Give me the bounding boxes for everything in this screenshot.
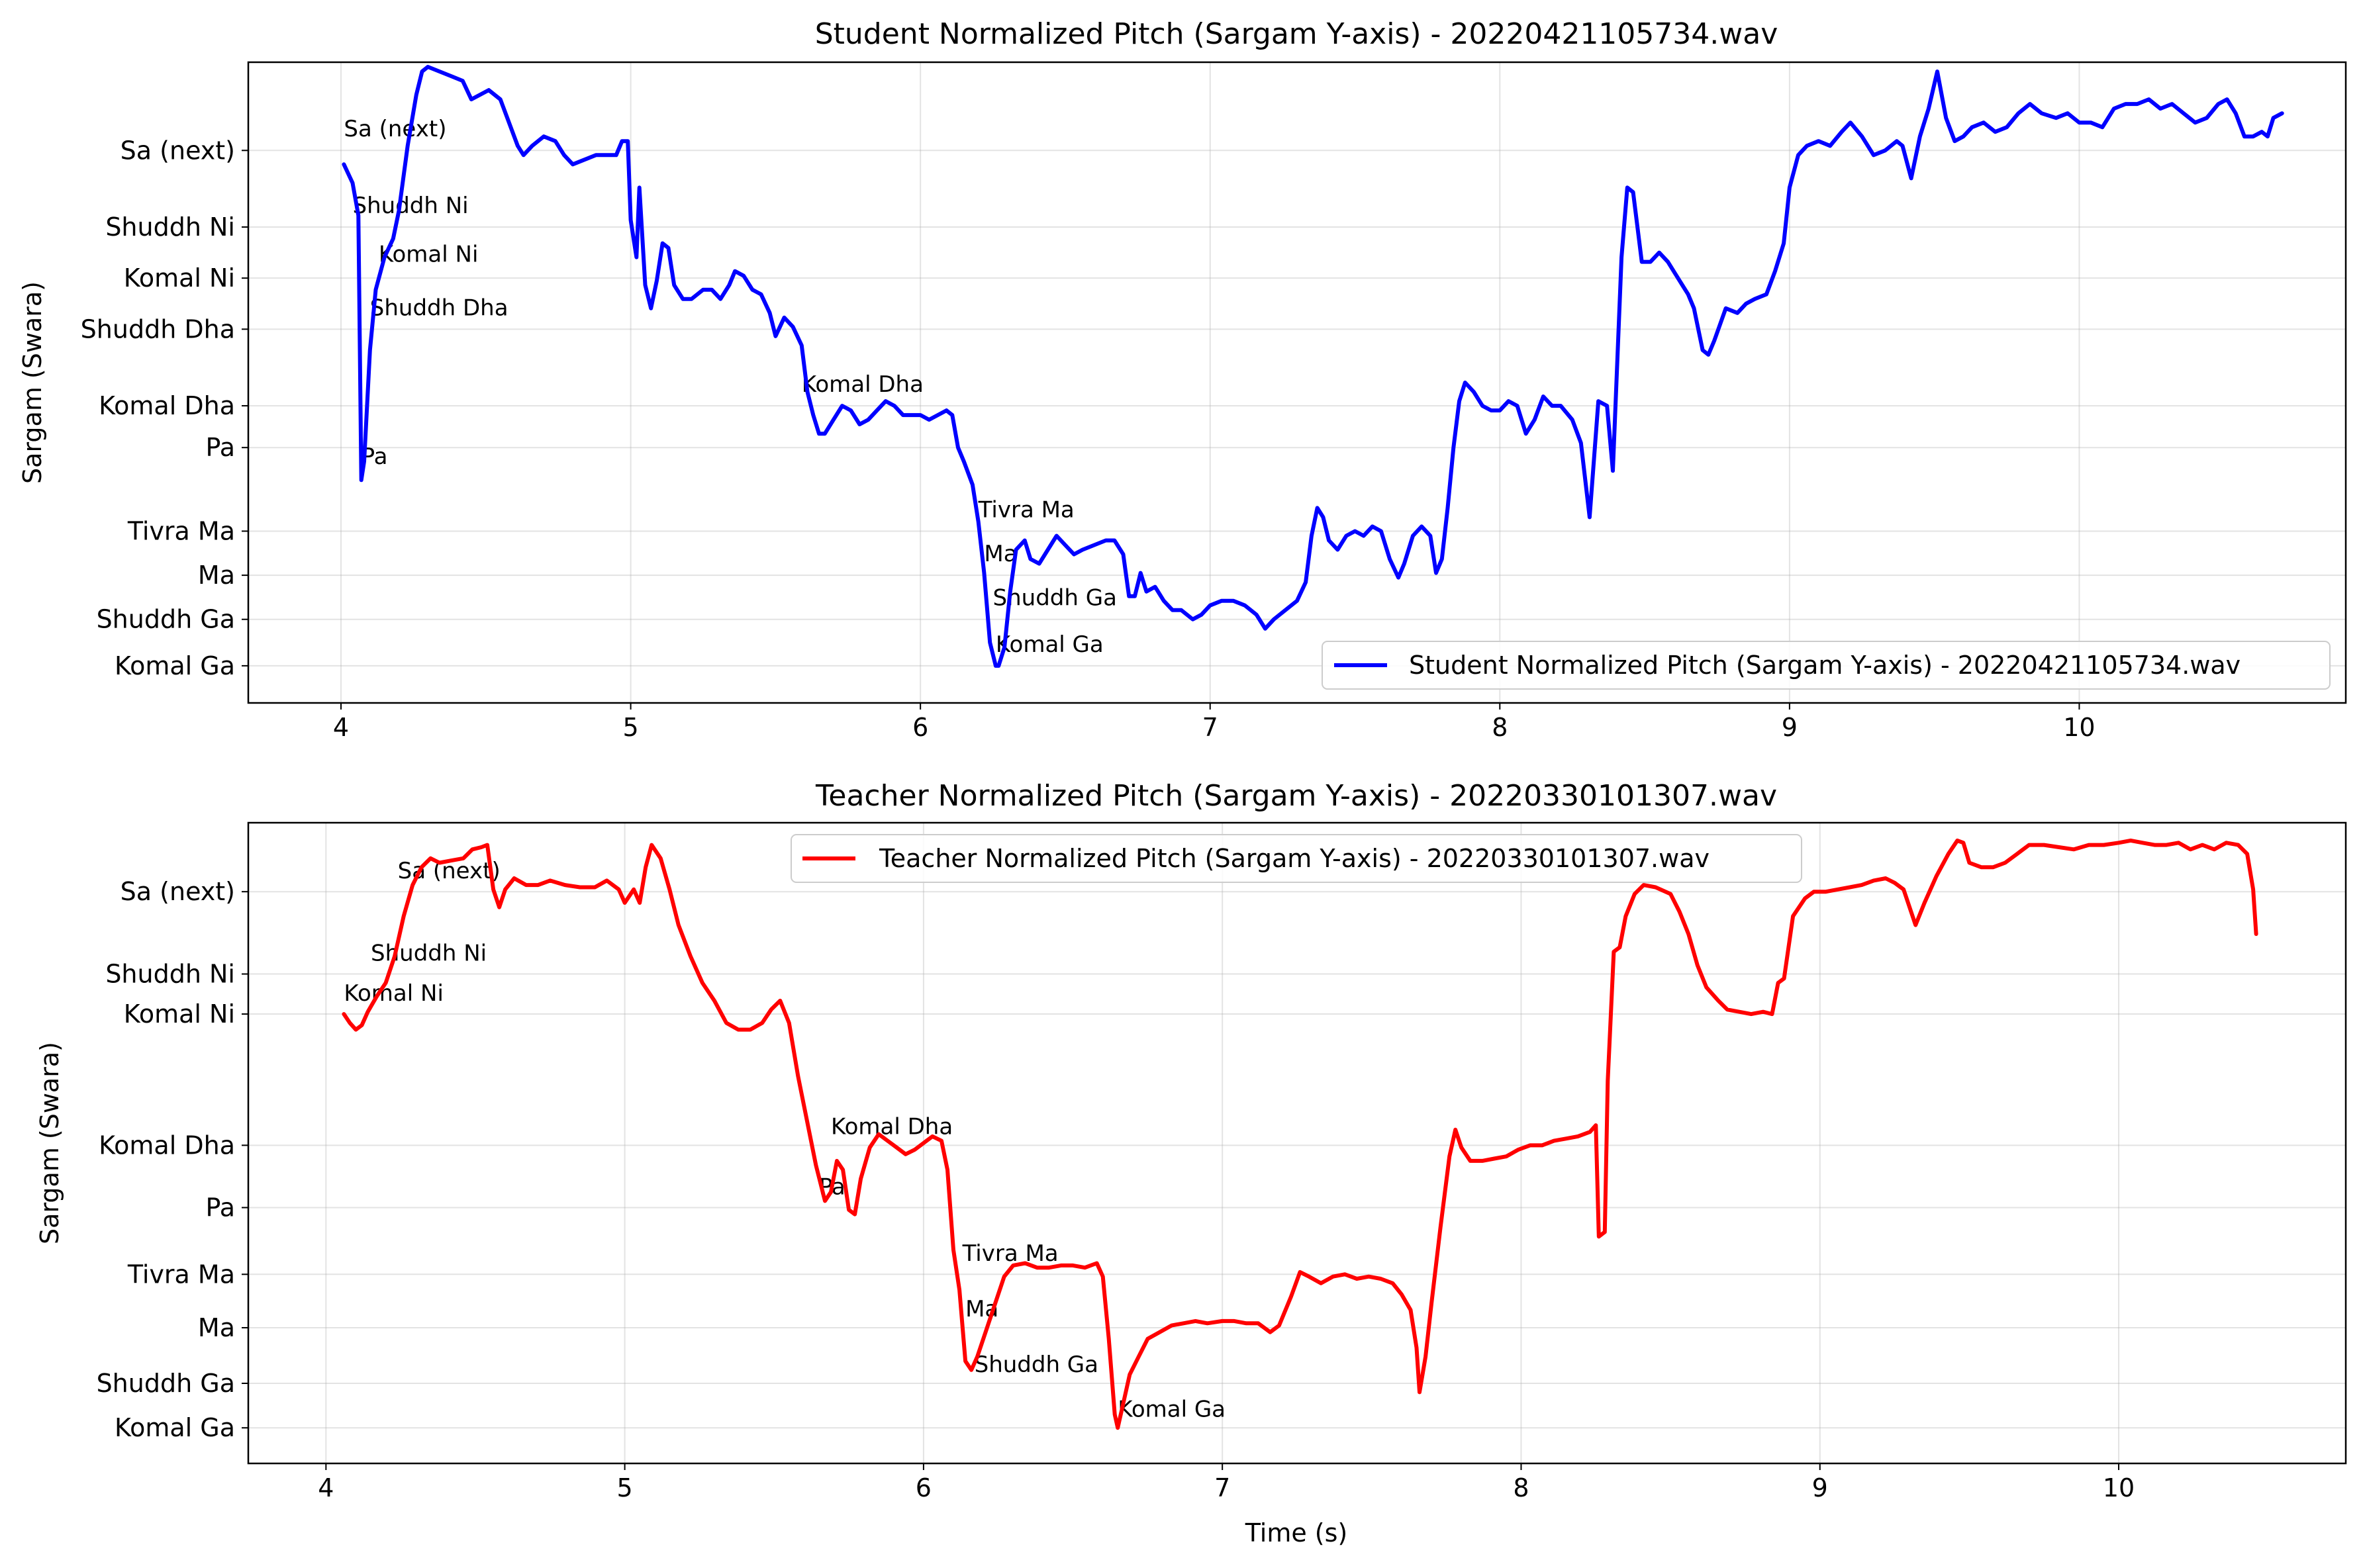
y-axis-label: Sargam (Swara)	[18, 281, 47, 484]
y-tick-label: Tivra Ma	[127, 1260, 235, 1289]
swara-annotation: Shuddh Ni	[353, 193, 469, 219]
pitch-series-line	[342, 838, 2258, 1430]
x-tick-label: 4	[333, 713, 349, 742]
x-axis-label: Time (s)	[1245, 1518, 1348, 1547]
y-tick-label: Shuddh Ni	[105, 212, 235, 242]
x-tick-label: 6	[916, 1473, 932, 1502]
y-tick-label: Ma	[198, 561, 235, 590]
swara-annotation: Komal Ni	[379, 242, 479, 268]
swara-annotation: Ma	[984, 541, 1017, 567]
y-tick-label: Pa	[206, 1193, 236, 1222]
swara-annotation: Tivra Ma	[978, 496, 1075, 523]
swara-annotation: Shuddh Ga	[975, 1352, 1098, 1378]
x-tick-label: 9	[1812, 1473, 1828, 1502]
x-tick-label: 4	[318, 1473, 334, 1502]
swara-annotation: Sa (next)	[344, 116, 446, 142]
x-tick-label: 6	[912, 713, 928, 742]
y-tick-label: Komal Ni	[124, 999, 235, 1029]
swara-annotation: Komal Dha	[802, 371, 924, 398]
y-tick-label: Pa	[206, 433, 236, 462]
legend-label: Teacher Normalized Pitch (Sargam Y-axis)…	[879, 844, 1710, 873]
x-tick-label: 5	[617, 1473, 633, 1502]
y-tick-label: Tivra Ma	[127, 516, 235, 545]
x-tick-label: 8	[1513, 1473, 1529, 1502]
y-tick-label: Ma	[198, 1313, 235, 1342]
x-tick-label: 10	[2103, 1473, 2135, 1502]
legend-label: Student Normalized Pitch (Sargam Y-axis)…	[1409, 651, 2241, 680]
y-tick-label: Komal Ga	[115, 651, 235, 680]
swara-annotation: Shuddh Dha	[370, 295, 508, 321]
chart-title: Teacher Normalized Pitch (Sargam Y-axis)…	[815, 779, 1777, 813]
y-tick-label: Shuddh Ga	[97, 1369, 235, 1398]
y-axis-label: Sargam (Swara)	[35, 1042, 64, 1244]
swara-annotation: Komal Ni	[344, 980, 444, 1007]
y-tick-label: Komal Dha	[99, 391, 235, 420]
x-tick-label: 5	[622, 713, 638, 742]
y-tick-label: Komal Ni	[124, 263, 235, 293]
teacher-pitch-chart: Teacher Normalized Pitch (Sargam Y-axis)…	[35, 779, 2347, 1547]
y-tick-label: Komal Ga	[115, 1413, 235, 1442]
x-tick-label: 7	[1214, 1473, 1230, 1502]
swara-annotation: Komal Ga	[996, 631, 1104, 658]
swara-annotation: Komal Ga	[1118, 1396, 1226, 1422]
legend: Teacher Normalized Pitch (Sargam Y-axis)…	[791, 834, 1802, 883]
x-tick-label: 7	[1202, 713, 1218, 742]
y-tick-label: Shuddh Dha	[81, 314, 235, 344]
x-tick-label: 9	[1782, 713, 1798, 742]
plot-frame	[247, 61, 2347, 704]
legend: Student Normalized Pitch (Sargam Y-axis)…	[1322, 641, 2331, 690]
y-tick-label: Sa (next)	[121, 877, 235, 906]
y-tick-label: Shuddh Ga	[97, 605, 235, 634]
x-tick-label: 8	[1492, 713, 1508, 742]
swara-annotation: Shuddh Ni	[371, 940, 487, 966]
pitch-series-line	[342, 65, 2284, 668]
plot-frame	[247, 821, 2347, 1465]
swara-annotation: Tivra Ma	[962, 1240, 1059, 1267]
y-tick-label: Sa (next)	[121, 136, 235, 165]
y-tick-label: Komal Dha	[99, 1130, 235, 1160]
x-tick-label: 10	[2063, 713, 2095, 742]
y-tick-label: Shuddh Ni	[105, 960, 235, 989]
chart-title: Student Normalized Pitch (Sargam Y-axis)…	[815, 17, 1778, 51]
swara-annotation: Shuddh Ga	[993, 585, 1117, 612]
student-pitch-chart: Student Normalized Pitch (Sargam Y-axis)…	[18, 17, 2347, 742]
